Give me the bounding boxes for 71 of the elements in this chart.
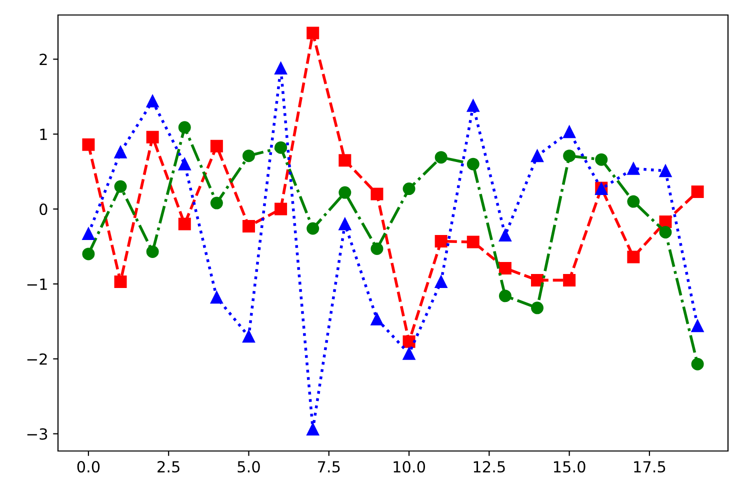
point	[627, 162, 640, 175]
point	[402, 335, 416, 348]
point	[563, 150, 576, 162]
point	[274, 141, 288, 154]
point	[146, 94, 159, 108]
point	[595, 153, 608, 166]
point	[434, 275, 448, 288]
point	[691, 186, 704, 198]
point	[114, 275, 127, 288]
point	[306, 26, 320, 40]
x-tick-label: 7.5	[318, 461, 340, 473]
y-tick-label: −1	[27, 278, 47, 290]
point	[338, 154, 352, 167]
point	[306, 222, 320, 235]
point	[531, 150, 544, 162]
point	[659, 164, 672, 178]
point	[691, 320, 704, 332]
point	[627, 250, 640, 264]
point	[498, 290, 512, 302]
point	[178, 121, 191, 134]
point	[338, 186, 352, 199]
x-tick-label: 5.0	[238, 460, 260, 473]
point	[659, 226, 672, 238]
point	[466, 236, 480, 248]
y-tick-label: 2	[40, 54, 47, 66]
point	[498, 228, 512, 242]
point	[627, 195, 640, 208]
point	[563, 126, 576, 138]
point	[146, 130, 159, 144]
point	[82, 138, 95, 151]
point	[691, 358, 704, 370]
point	[563, 274, 576, 286]
x-tick-label: 15.0	[554, 460, 586, 473]
point	[466, 99, 480, 112]
point	[338, 218, 352, 230]
y-tick-label: 0	[40, 203, 48, 216]
x-tick-label: 12.5	[474, 460, 505, 473]
y-tick-label: −3	[27, 428, 48, 440]
x-tick-label: 17.5	[634, 461, 666, 473]
point	[114, 146, 127, 158]
point	[210, 196, 223, 210]
x-tick-label: 2.5	[158, 460, 180, 473]
point	[306, 423, 320, 436]
point	[82, 228, 95, 240]
point	[242, 220, 255, 233]
point	[466, 158, 480, 170]
point	[242, 150, 255, 162]
point	[531, 302, 544, 314]
point	[370, 242, 384, 255]
point	[178, 218, 191, 230]
point	[370, 312, 384, 326]
point	[498, 262, 512, 274]
y-tick-label: −2	[27, 353, 47, 365]
point	[434, 151, 448, 164]
point	[274, 202, 288, 216]
point	[146, 245, 159, 258]
y-tick-label: 1	[40, 128, 47, 140]
point	[210, 140, 223, 152]
point	[82, 248, 95, 260]
point	[370, 188, 384, 200]
point	[402, 347, 416, 360]
x-tick-label: 0.0	[77, 460, 100, 473]
point	[178, 158, 191, 170]
x-tick-label: 10.0	[394, 460, 426, 473]
point	[531, 274, 544, 286]
point	[242, 330, 255, 343]
point	[402, 182, 416, 196]
point	[114, 180, 127, 193]
point	[210, 291, 223, 304]
point	[274, 62, 288, 74]
point	[434, 234, 448, 248]
